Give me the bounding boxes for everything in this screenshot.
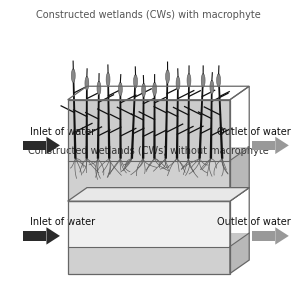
Polygon shape [46,137,60,154]
Ellipse shape [97,81,101,95]
Polygon shape [72,70,77,159]
Text: Inlet of water: Inlet of water [30,127,95,137]
Ellipse shape [85,77,89,90]
Polygon shape [68,233,249,246]
Ellipse shape [176,77,180,90]
Polygon shape [68,201,230,246]
Polygon shape [230,147,249,201]
Polygon shape [142,84,145,159]
Ellipse shape [142,83,146,97]
Polygon shape [210,81,213,159]
Polygon shape [46,227,60,245]
Polygon shape [131,76,136,159]
Polygon shape [119,83,122,159]
Ellipse shape [201,74,205,87]
Ellipse shape [134,74,137,88]
Text: Constructed wetlands (CWs) without macrophyte: Constructed wetlands (CWs) without macro… [28,146,269,156]
Polygon shape [230,233,249,274]
Polygon shape [153,83,156,159]
Polygon shape [23,141,46,150]
Ellipse shape [166,70,170,83]
Polygon shape [218,74,224,159]
Ellipse shape [118,82,122,96]
Polygon shape [198,74,204,159]
Polygon shape [252,231,275,241]
Polygon shape [275,137,289,154]
Ellipse shape [217,74,221,87]
Polygon shape [164,71,168,159]
Text: Inlet of water: Inlet of water [30,218,95,227]
Ellipse shape [71,69,75,82]
Polygon shape [252,141,275,150]
Polygon shape [23,231,46,241]
Polygon shape [107,74,111,159]
Polygon shape [68,188,249,201]
Ellipse shape [153,82,156,96]
Text: Constructed wetlands (CWs) with macrophyte: Constructed wetlands (CWs) with macrophy… [36,10,261,20]
Polygon shape [68,100,230,161]
Polygon shape [68,161,230,201]
Polygon shape [86,77,88,159]
Ellipse shape [210,80,214,94]
Polygon shape [68,246,230,274]
Text: Outlet of water: Outlet of water [217,127,291,137]
Polygon shape [275,227,289,245]
Polygon shape [176,77,179,159]
Polygon shape [97,82,100,159]
Ellipse shape [187,74,191,87]
Polygon shape [68,147,249,161]
Polygon shape [187,74,190,159]
Ellipse shape [106,73,110,86]
Text: Outlet of water: Outlet of water [217,218,291,227]
